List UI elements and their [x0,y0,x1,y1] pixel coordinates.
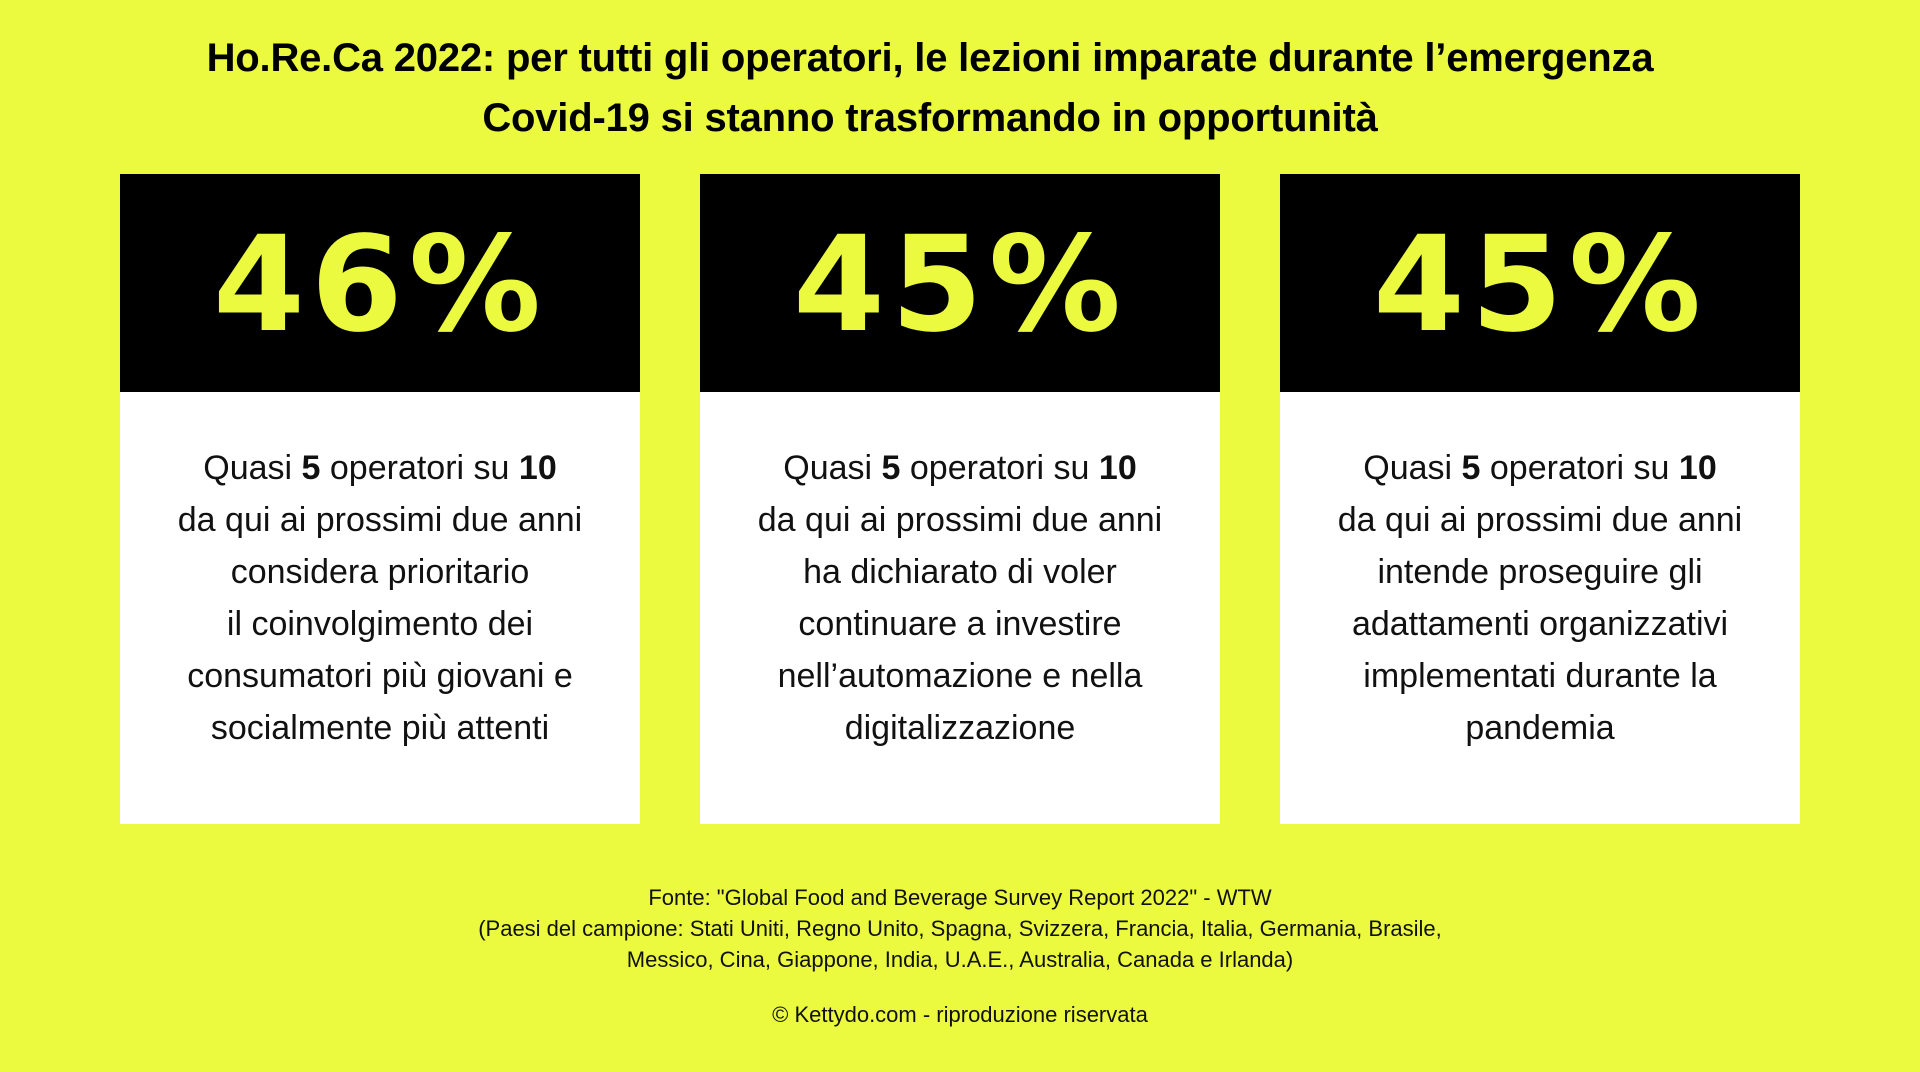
stat-line: considera prioritario [230,553,530,591]
stat-line: da qui ai prossimi due anni [757,501,1163,539]
stat-card-header: 46% [120,174,640,392]
page-title: Ho.Re.Ca 2022: per tutti gli operatori, … [0,28,1920,148]
title-line-2: Covid-19 si stanno trasformando in oppor… [482,96,1378,140]
stat-line: ha dichiarato di voler [803,553,1117,591]
stat-percent: 45% [1373,208,1707,362]
stat-lead-number: 5 [1461,449,1481,487]
copyright-note: © Kettydo.com - riproduzione riservata [772,1002,1148,1027]
stat-description: Quasi 5 operatori su 10 da qui ai prossi… [1280,392,1800,754]
stat-description: Quasi 5 operatori su 10 da qui ai prossi… [700,392,1220,754]
stat-line: il coinvolgimento dei [226,605,534,643]
stat-line: pandemia [1465,709,1615,747]
stat-percent: 45% [793,208,1127,362]
stat-lead-total: 10 [518,449,557,487]
stat-line: digitalizzazione [844,709,1076,747]
stat-line: consumatori più giovani e [187,657,573,695]
stat-line: da qui ai prossimi due anni [177,501,583,539]
stat-description: Quasi 5 operatori su 10 da qui ai prossi… [120,392,640,754]
stat-card-header: 45% [1280,174,1800,392]
stat-line: intende proseguire gli [1377,553,1703,591]
stat-line: adattamenti organizzativi [1351,605,1729,643]
stat-line: implementati durante la [1363,657,1717,695]
stat-line: continuare a investire [798,605,1122,643]
source-note: Fonte: "Global Food and Beverage Survey … [0,882,1920,975]
stat-line: socialmente più attenti [210,709,550,747]
stat-card-1: 46% Quasi 5 operatori su 10 da qui ai pr… [120,174,640,824]
stat-line: nell’automazione e nella [777,657,1143,695]
stat-percent: 46% [213,208,547,362]
stat-lead-total: 10 [1098,449,1137,487]
stat-lead-number: 5 [881,449,901,487]
stat-lead-number: 5 [301,449,321,487]
stat-card-header: 45% [700,174,1220,392]
stat-lead-total: 10 [1678,449,1717,487]
source-line-1: Fonte: "Global Food and Beverage Survey … [648,885,1272,910]
stat-lead-line: Quasi 5 operatori su 10 [783,449,1137,487]
stat-lead-line: Quasi 5 operatori su 10 [1363,449,1717,487]
stat-lead-line: Quasi 5 operatori su 10 [203,449,557,487]
stat-card-3: 45% Quasi 5 operatori su 10 da qui ai pr… [1280,174,1800,824]
source-line-2: (Paesi del campione: Stati Uniti, Regno … [478,916,1442,941]
title-line-1: Ho.Re.Ca 2022: per tutti gli operatori, … [206,36,1654,80]
source-line-3: Messico, Cina, Giappone, India, U.A.E., … [626,947,1294,972]
stat-line: da qui ai prossimi due anni [1337,501,1743,539]
stat-card-2: 45% Quasi 5 operatori su 10 da qui ai pr… [700,174,1220,824]
